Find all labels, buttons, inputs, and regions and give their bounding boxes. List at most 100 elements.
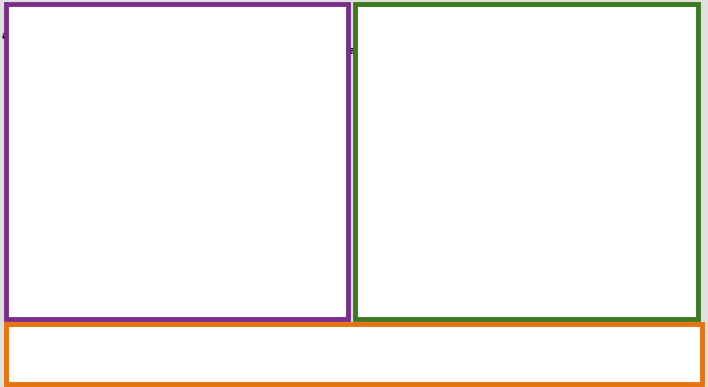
Text: Rattling Stick 2.29%: Rattling Stick 2.29% xyxy=(542,152,610,159)
Wedge shape xyxy=(444,108,464,147)
Text: Soho Music 8.99%: Soho Music 8.99% xyxy=(210,62,270,68)
FancyBboxPatch shape xyxy=(190,183,203,197)
FancyBboxPatch shape xyxy=(523,229,535,240)
FancyBboxPatch shape xyxy=(523,149,535,161)
FancyBboxPatch shape xyxy=(523,10,535,22)
Text: 4: 4 xyxy=(123,206,130,215)
Wedge shape xyxy=(438,106,453,146)
Text: © adbreakanthems.com: © adbreakanthems.com xyxy=(391,75,484,84)
Text: Pulse Films 2.29%: Pulse Films 2.29% xyxy=(542,133,602,139)
Text: 3: 3 xyxy=(54,192,59,201)
Text: Q1 January - March 2015: Q1 January - March 2015 xyxy=(370,62,506,72)
FancyBboxPatch shape xyxy=(190,34,203,47)
Text: adbreakanalysis film companies: adbreakanalysis film companies xyxy=(349,46,526,56)
Wedge shape xyxy=(98,98,163,158)
Text: Moxie Pictures 2.29%: Moxie Pictures 2.29% xyxy=(542,93,613,99)
FancyBboxPatch shape xyxy=(190,158,203,172)
Wedge shape xyxy=(462,171,501,181)
Wedge shape xyxy=(457,130,492,157)
Wedge shape xyxy=(459,176,498,194)
Wedge shape xyxy=(117,176,167,222)
Wedge shape xyxy=(103,194,130,240)
Text: Felt Music 4.49%: Felt Music 4.49% xyxy=(210,112,266,118)
Text: Others 68.57%: Others 68.57% xyxy=(542,292,592,298)
Wedge shape xyxy=(35,182,77,214)
Wedge shape xyxy=(122,139,170,188)
Text: 16: 16 xyxy=(119,123,131,132)
Text: Stink 1.71%: Stink 1.71% xyxy=(542,272,582,278)
Text: Rogue Films 2.86%: Rogue Films 2.86% xyxy=(542,53,605,59)
Text: Platinum Rye 19.98%: Platinum Rye 19.98% xyxy=(210,12,280,19)
Text: Partizan 1.71%: Partizan 1.71% xyxy=(542,192,592,199)
Text: 3: 3 xyxy=(479,171,484,180)
FancyBboxPatch shape xyxy=(523,129,535,141)
Text: Bare Films 2.29%: Bare Films 2.29% xyxy=(542,73,600,79)
FancyBboxPatch shape xyxy=(523,30,535,41)
Text: Band & Brand Association 4.49%: Band & Brand Association 4.49% xyxy=(210,87,319,93)
Wedge shape xyxy=(96,196,111,241)
Text: 4: 4 xyxy=(474,145,480,154)
Text: 7: 7 xyxy=(440,121,446,130)
Wedge shape xyxy=(67,194,91,238)
Wedge shape xyxy=(81,195,97,241)
Text: Tin Drum 3.37%: Tin Drum 3.37% xyxy=(210,261,263,267)
Wedge shape xyxy=(110,189,147,233)
Text: 3: 3 xyxy=(479,166,485,175)
FancyBboxPatch shape xyxy=(523,70,535,81)
Text: 4: 4 xyxy=(467,135,473,144)
Text: 4: 4 xyxy=(462,130,469,140)
Wedge shape xyxy=(461,154,501,166)
FancyBboxPatch shape xyxy=(190,58,203,72)
Wedge shape xyxy=(375,106,496,232)
Text: Riff Raff Films 1.71%: Riff Raff Films 1.71% xyxy=(542,212,611,218)
Text: Others 32.58%: Others 32.58% xyxy=(210,286,259,292)
Text: 5: 5 xyxy=(457,127,462,135)
Text: adbreakanalysis music supervisors: adbreakanalysis music supervisors xyxy=(1,31,195,41)
Text: 10: 10 xyxy=(142,161,154,170)
Text: 4: 4 xyxy=(111,212,117,221)
Text: Academy Films 2.86%: Academy Films 2.86% xyxy=(542,33,615,39)
Wedge shape xyxy=(54,190,86,233)
Text: 5: 5 xyxy=(450,123,455,132)
Text: Leland Music 11.24%: Leland Music 11.24% xyxy=(210,37,280,43)
Text: For more information please contact: adbreakanalysis@adbreakanthems.com  ¶: For more information please contact: adb… xyxy=(13,372,375,381)
Text: Major Tom 3.37%: Major Tom 3.37% xyxy=(210,211,267,217)
Text: Somesuch & Co 1.71%: Somesuch & Co 1.71% xyxy=(542,252,617,258)
FancyBboxPatch shape xyxy=(523,169,535,181)
Text: 8: 8 xyxy=(138,191,144,200)
Text: Smuggler 1.71%: Smuggler 1.71% xyxy=(542,232,597,238)
FancyBboxPatch shape xyxy=(523,269,535,280)
FancyBboxPatch shape xyxy=(190,9,203,22)
Wedge shape xyxy=(447,112,474,150)
Text: 4: 4 xyxy=(472,140,477,149)
Wedge shape xyxy=(454,123,487,154)
FancyBboxPatch shape xyxy=(190,133,203,147)
Text: 3: 3 xyxy=(88,214,94,223)
FancyBboxPatch shape xyxy=(523,209,535,221)
Text: 3: 3 xyxy=(478,157,484,166)
Text: © adbreakanthems.com: © adbreakanthems.com xyxy=(52,64,145,73)
Text: 3: 3 xyxy=(60,200,67,209)
Text: Outsider 2.29%: Outsider 2.29% xyxy=(542,113,593,119)
FancyBboxPatch shape xyxy=(190,257,203,271)
FancyBboxPatch shape xyxy=(523,50,535,62)
Text: BigSync Music 3.37%: BigSync Music 3.37% xyxy=(210,137,280,143)
Text: 29: 29 xyxy=(50,139,62,148)
Text: Jeff Wayne Music 3.37%: Jeff Wayne Music 3.37% xyxy=(210,187,289,192)
Text: All statistics, graphs and metrics are based on a total of 175 syncs first aired: All statistics, graphs and metrics are b… xyxy=(13,341,506,350)
Wedge shape xyxy=(462,161,501,169)
Wedge shape xyxy=(461,174,500,188)
Text: 3: 3 xyxy=(69,207,74,216)
Text: 3: 3 xyxy=(78,212,84,221)
Wedge shape xyxy=(452,118,481,152)
Wedge shape xyxy=(43,187,81,225)
Text: 3: 3 xyxy=(479,161,485,170)
FancyBboxPatch shape xyxy=(523,89,535,101)
FancyBboxPatch shape xyxy=(523,248,535,260)
FancyBboxPatch shape xyxy=(523,189,535,200)
Wedge shape xyxy=(459,137,496,160)
Text: 3: 3 xyxy=(99,214,105,224)
Wedge shape xyxy=(27,98,98,202)
Text: Native 3.37%: Native 3.37% xyxy=(210,236,254,242)
FancyBboxPatch shape xyxy=(190,282,203,296)
